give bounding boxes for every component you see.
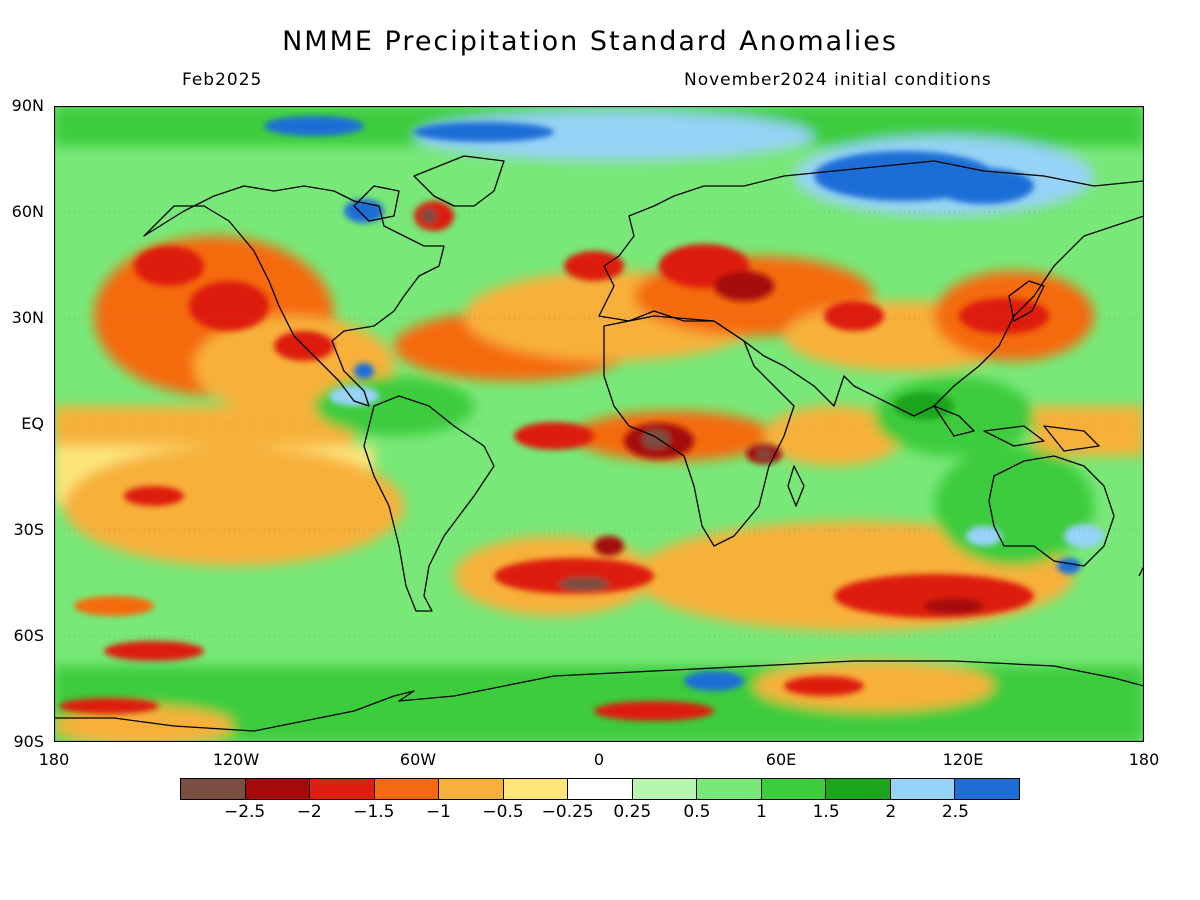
initial-conditions-label: November2024 initial conditions: [684, 70, 992, 90]
colorbar-tick-label: −2: [296, 802, 322, 822]
lat-label-60s: 60S: [13, 626, 44, 645]
colorbar: [180, 778, 1020, 800]
lat-label-30s: 30S: [13, 520, 44, 539]
colorbar-tick-label: 0.25: [613, 802, 652, 822]
colorbar-swatch: [439, 779, 504, 799]
colorbar-swatch: [310, 779, 375, 799]
colorbar-tick-label: −1.5: [353, 802, 395, 822]
colorbar-swatch: [181, 779, 246, 799]
valid-month-label: Feb2025: [182, 70, 263, 90]
lat-label-90n: 90N: [11, 96, 44, 115]
colorbar-tick-label: −0.5: [482, 802, 524, 822]
colorbar-swatch: [568, 779, 633, 799]
lat-label-60n: 60N: [11, 202, 44, 221]
lat-label-30n: 30N: [11, 308, 44, 327]
colorbar-swatch: [503, 779, 569, 799]
colorbar-swatch: [697, 779, 762, 799]
map-panel: [54, 106, 1144, 742]
colorbar-swatch: [761, 779, 827, 799]
colorbar-tick-label: 1.5: [812, 802, 840, 822]
colorbar-tick-label: 0.5: [683, 802, 711, 822]
map-frame: [54, 106, 1144, 742]
lon-label-120w: 120W: [212, 750, 260, 769]
colorbar-tick-label: 2: [885, 802, 897, 822]
colorbar-swatch: [826, 779, 891, 799]
lon-label-60w: 60W: [399, 750, 437, 769]
colorbar-swatch: [890, 779, 956, 799]
colorbar-tick-label: −0.25: [541, 802, 594, 822]
colorbar-tick-label: −1: [425, 802, 451, 822]
lon-label-0: 0: [593, 750, 605, 769]
coastlines: [54, 155, 1144, 732]
colorbar-tick-label: 2.5: [941, 802, 969, 822]
colorbar-swatch: [955, 779, 1019, 799]
colorbar-swatch: [245, 779, 311, 799]
colorbar-swatch: [632, 779, 698, 799]
lat-label-90s: 90S: [13, 732, 44, 751]
lon-label-180w: 180: [38, 750, 70, 769]
colorbar-tick-label: −2.5: [223, 802, 266, 822]
colorbar-tick-label: 1: [756, 802, 767, 822]
colorbar-swatch: [374, 779, 440, 799]
chart-title: NMME Precipitation Standard Anomalies: [282, 26, 898, 57]
lon-label-180e: 180: [1128, 750, 1160, 769]
precipitation-anomaly-map: [54, 106, 1144, 742]
lon-label-120e: 120E: [942, 750, 984, 769]
lat-label-eq: EQ: [21, 414, 44, 433]
graticule: [54, 211, 1144, 637]
lon-label-60e: 60E: [765, 750, 797, 769]
